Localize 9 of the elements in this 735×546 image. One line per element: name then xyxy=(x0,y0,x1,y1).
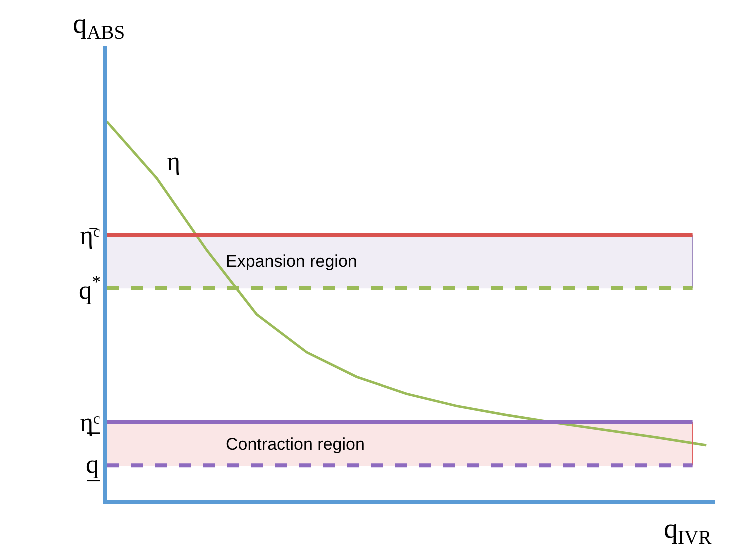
y-axis-title: q$_{ABS}$ xyxy=(73,9,126,44)
band-label: Contraction region xyxy=(226,435,365,454)
band-label: Expansion region xyxy=(226,252,358,271)
ref-line-label: q̲ xyxy=(86,450,101,482)
x-axis-title: q$_{IVR}$ xyxy=(664,514,713,546)
ref-line-label: q$^{*}$ xyxy=(79,272,102,305)
ref-line-label: η̲ᶜ xyxy=(80,408,101,437)
series-label: η xyxy=(167,147,181,176)
ref-line-label: η̄ᶜ xyxy=(80,221,101,250)
